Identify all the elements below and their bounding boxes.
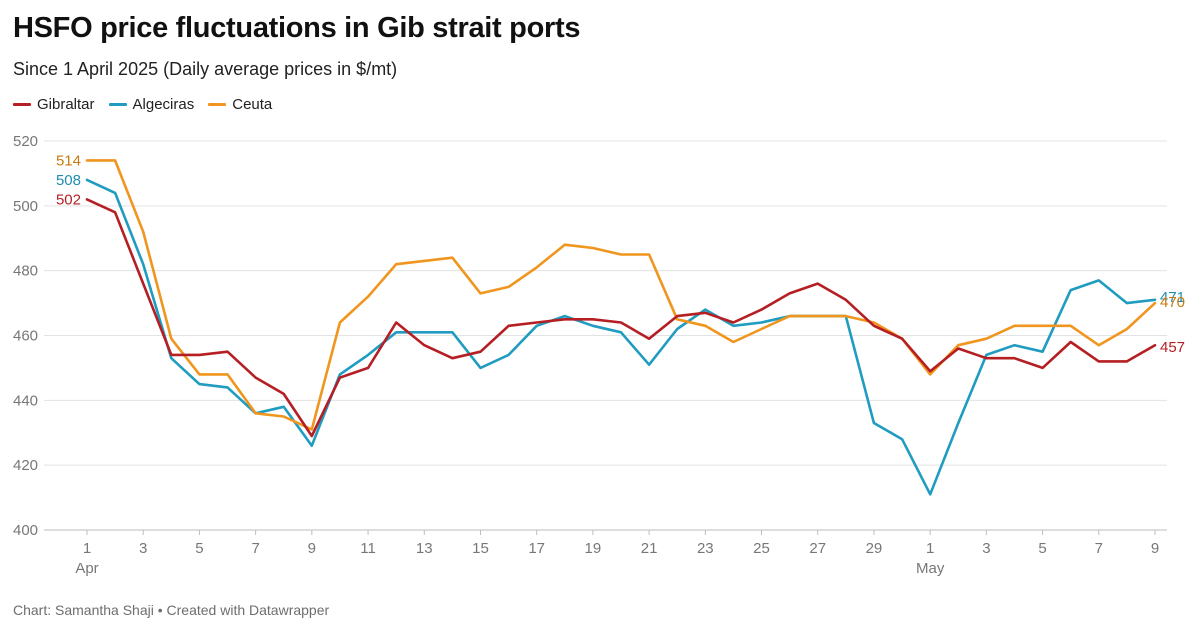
chart-title: HSFO price fluctuations in Gib strait po… [13, 12, 581, 44]
x-tick-label: 3 [982, 540, 990, 557]
legend-swatch-algeciras [108, 103, 127, 106]
y-tick-label-480: 480 [13, 263, 38, 280]
x-tick-label: 9 [1151, 540, 1159, 557]
y-axis-ticks: 400 420 440 460 480 500 520 [13, 133, 38, 539]
x-tick-label: 27 [809, 540, 826, 557]
legend-label-gibraltar: Gibraltar [37, 96, 95, 113]
month-label-apr: Apr [75, 560, 98, 577]
x-tick-label: 13 [416, 540, 433, 557]
x-tick-label: 25 [753, 540, 770, 557]
y-tick-label-400: 400 [13, 522, 38, 539]
start-value-label-gibraltar: 502 [56, 191, 81, 208]
start-value-label-algeciras: 508 [56, 172, 81, 189]
legend-item-gibraltar: Gibraltar [13, 96, 95, 113]
x-tick-label: 23 [697, 540, 714, 557]
x-tick-label: 17 [528, 540, 545, 557]
x-tick-label: 7 [1095, 540, 1103, 557]
grid-lines [44, 140, 1167, 531]
month-label-may: May [916, 560, 945, 577]
series-line-algeciras [85, 178, 1157, 496]
x-tick-label: 1 [926, 540, 934, 557]
series-value-labels: 502 457 508 471 514 470 [56, 152, 1185, 356]
chart-legend: Gibraltar Algeciras Ceuta [13, 96, 272, 113]
series-line-gibraltar [85, 198, 1157, 438]
end-value-label-gibraltar: 457 [1160, 339, 1185, 356]
x-tick-label: 21 [641, 540, 658, 557]
end-value-label-algeciras: 471 [1160, 289, 1185, 306]
y-tick-label-440: 440 [13, 392, 38, 409]
chart-credit: Chart: Samantha Shaji • Created with Dat… [13, 602, 330, 618]
x-tick-label: 5 [195, 540, 203, 557]
x-tick-label: 9 [308, 540, 316, 557]
y-tick-label-500: 500 [13, 198, 38, 215]
legend-label-ceuta: Ceuta [232, 96, 273, 113]
y-tick-label-460: 460 [13, 328, 38, 345]
legend-item-ceuta: Ceuta [208, 96, 272, 113]
y-tick-label-420: 420 [13, 457, 38, 474]
x-tick-label: 29 [866, 540, 883, 557]
legend-label-algeciras: Algeciras [132, 96, 195, 113]
x-tick-label: 19 [585, 540, 602, 557]
x-tick-label: 15 [472, 540, 489, 557]
legend-swatch-gibraltar [13, 103, 31, 106]
x-tick-label: 11 [360, 540, 376, 557]
series-line-ceuta [85, 159, 1157, 431]
legend-item-algeciras: Algeciras [108, 96, 195, 113]
x-tick-label: 3 [139, 540, 147, 557]
series-lines [85, 159, 1157, 496]
end-value-label-ceuta: 470 [1160, 294, 1185, 311]
y-tick-label-520: 520 [13, 133, 38, 150]
start-value-label-ceuta: 514 [56, 152, 81, 169]
x-tick-label: 7 [251, 540, 259, 557]
legend-swatch-ceuta [208, 103, 227, 106]
chart-subtitle: Since 1 April 2025 (Daily average prices… [13, 59, 398, 79]
x-tick-label: 5 [1038, 540, 1046, 557]
x-tick-label: 1 [83, 540, 91, 557]
